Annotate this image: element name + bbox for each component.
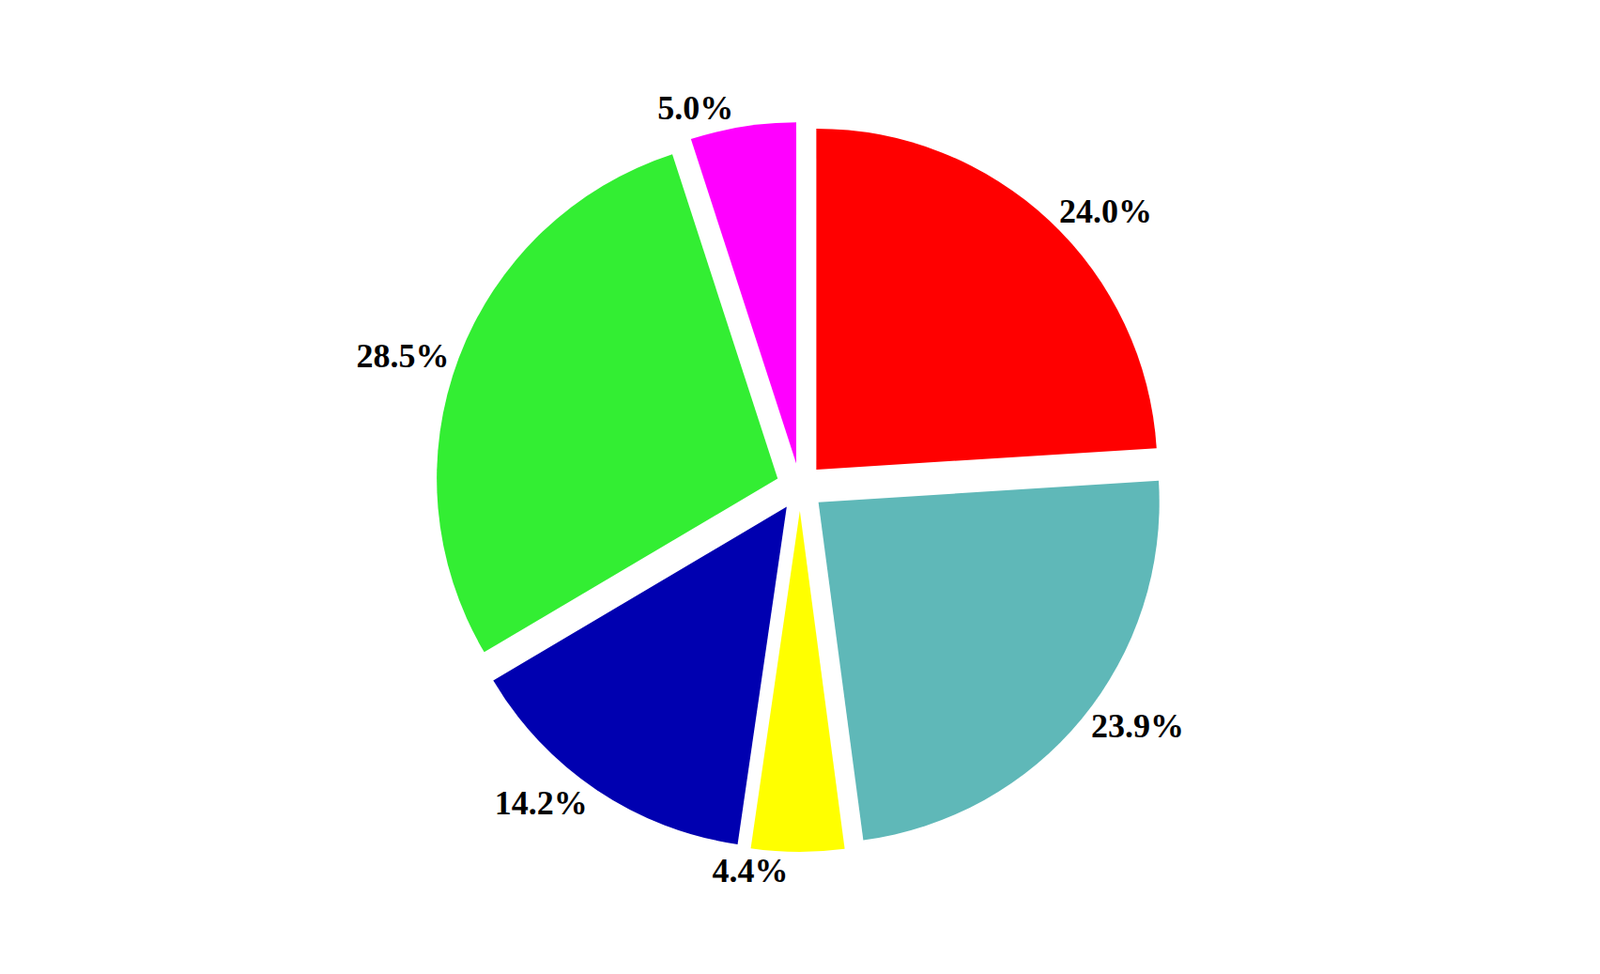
svg-text:4.4%: 4.4% [712,851,789,890]
svg-text:24.0%: 24.0% [1059,192,1153,231]
svg-text:14.2%: 14.2% [494,784,588,822]
svg-text:5.0%: 5.0% [657,89,734,127]
svg-text:23.9%: 23.9% [1091,707,1185,745]
svg-text:28.5%: 28.5% [356,337,450,375]
